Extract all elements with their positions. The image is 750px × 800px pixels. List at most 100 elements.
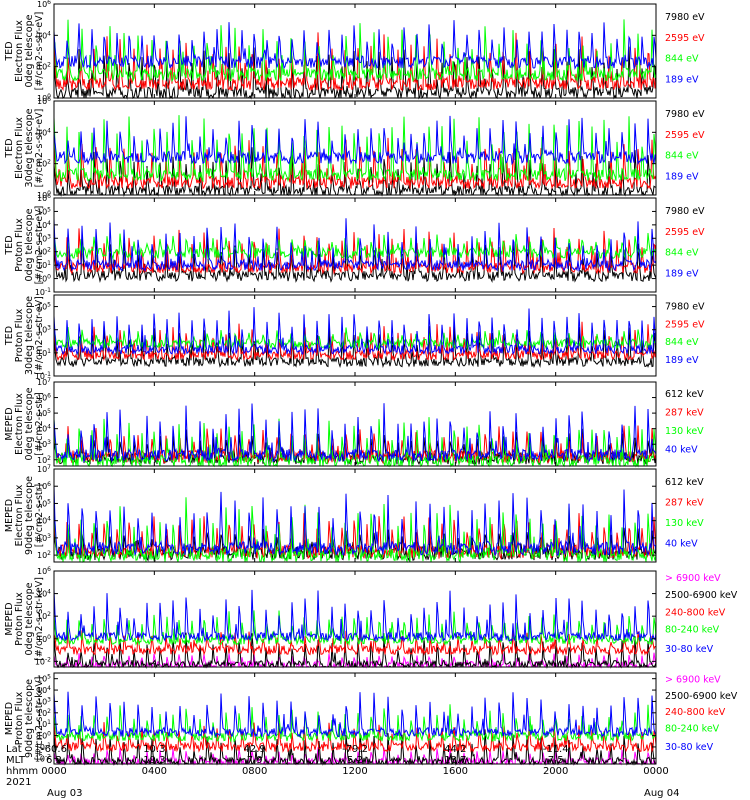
mlt-value-4: 5.2 <box>347 755 363 766</box>
y-tick-label-5-5: 106 <box>37 393 51 403</box>
legend-entry-3-1: 7980 eV <box>665 206 705 217</box>
y-axis-label-8: MEPEDProton Flux90deg telescope[#/cm2-s-… <box>4 677 45 761</box>
hhmm-tick-label-2: 0400 <box>142 766 167 777</box>
legend-entry-7-1: > 6900 keV <box>665 573 721 584</box>
date-label-start: Aug 03 <box>47 788 82 799</box>
panels-group: 100 102 104 106 TEDElectron Flux0deg telesco… <box>4 0 738 766</box>
legend-entry-5-4: 40 keV <box>665 444 698 455</box>
legend-entry-3-3: 844 eV <box>665 248 699 259</box>
series-line-1-1 <box>53 46 657 100</box>
legend-entry-3-2: 2595 eV <box>665 227 705 238</box>
legend-entry-8-2: 2500-6900 keV <box>665 691 738 702</box>
footer-row-label-lat: Lat <box>6 744 22 755</box>
lat-value-3: 42.9 <box>244 744 266 755</box>
y-tick-label-1-2: 102 <box>37 62 51 72</box>
y-tick-label-3-5: 103 <box>37 233 51 243</box>
series-line-2-4 <box>53 115 657 166</box>
y-tick-label-5-2: 103 <box>37 439 51 449</box>
y-axis-label-3: TEDProton Flux0deg telescope[#/cm2-s-str… <box>4 206 45 285</box>
series-line-3-2 <box>53 227 657 275</box>
y-axis-label-7: MEPEDProton Flux0deg telescope[#/cm2-s-s… <box>4 577 45 661</box>
y-tick-label-1-3: 104 <box>37 30 51 40</box>
legend-entry-8-5: 30-80 keV <box>665 742 714 753</box>
y-tick-label-4-2: 101 <box>37 348 51 358</box>
legend-entry-8-1: > 6900 keV <box>665 674 721 685</box>
y-tick-label-7-1: 10-2 <box>35 656 51 666</box>
y-tick-label-4-1: 10-1 <box>35 371 51 381</box>
legend-entry-5-2: 287 keV <box>665 407 704 418</box>
series-line-7-2 <box>53 632 657 669</box>
hhmm-tick-label-6: 2000 <box>543 766 568 777</box>
mlt-value-3: 7.9 <box>247 755 263 766</box>
hhmm-tick-label-7: 0000 <box>643 766 668 777</box>
y-tick-label-2-4: 106 <box>37 96 51 106</box>
panel-3: 10-1 100 101 102 103 104 105 106 TEDProton Flux0… <box>4 193 705 297</box>
mlt-value-2: 19.3 <box>143 755 165 766</box>
y-tick-label-8-5: 102 <box>37 708 51 718</box>
legend-entry-1-4: 189 eV <box>665 74 699 85</box>
y-tick-label-3-4: 102 <box>37 247 51 257</box>
y-tick-label-3-2: 100 <box>37 274 51 284</box>
legend-entry-6-2: 287 keV <box>665 498 704 509</box>
y-axis-label-6: MEPEDElectron Flux90deg telescope[#/cm2-… <box>4 476 45 555</box>
y-tick-label-8-2: 10-1 <box>35 742 51 752</box>
hhmm-tick-label-1: 0000 <box>41 766 66 777</box>
y-tick-label-5-4: 105 <box>37 408 51 418</box>
y-tick-label-7-3: 102 <box>37 611 51 621</box>
y-tick-label-6-1: 102 <box>37 550 51 560</box>
series-line-7-5 <box>53 589 657 643</box>
date-label-end: Aug 04 <box>644 788 679 799</box>
legend-entry-5-3: 130 keV <box>665 426 704 437</box>
legend-entry-6-3: 130 keV <box>665 518 704 529</box>
y-tick-label-7-5: 106 <box>37 566 51 576</box>
panel-1: 100 102 104 106 TEDElectron Flux0deg telesco… <box>4 0 705 103</box>
y-tick-label-6-3: 104 <box>37 516 51 526</box>
legend-entry-2-2: 2595 eV <box>665 130 705 141</box>
legend-entry-6-1: 612 keV <box>665 477 704 488</box>
y-tick-label-6-2: 103 <box>37 533 51 543</box>
legend-entry-4-1: 7980 eV <box>665 302 705 313</box>
legend-entry-2-1: 7980 eV <box>665 109 705 120</box>
series-line-5-3 <box>53 417 657 468</box>
legend-entry-8-3: 240-800 keV <box>665 707 726 718</box>
hhmm-tick-label-3: 0800 <box>242 766 267 777</box>
y-tick-label-3-7: 105 <box>37 206 51 216</box>
hhmm-tick-label-5: 1600 <box>443 766 468 777</box>
y-tick-label-2-2: 102 <box>37 159 51 169</box>
y-axis-label-1: TEDElectron Flux0deg telescope[#/cm2-s-s… <box>4 12 45 91</box>
legend-entry-7-2: 2500-6900 keV <box>665 590 738 601</box>
y-tick-label-7-2: 100 <box>37 634 51 644</box>
time-axis-footer: Lat MLT hhmm 2021 Aug 03 Aug 04 -60.6 10.… <box>6 744 679 799</box>
y-tick-label-8-7: 104 <box>37 685 51 695</box>
y-tick-label-2-3: 104 <box>37 127 51 137</box>
legend-entry-7-5: 30-80 keV <box>665 644 714 655</box>
y-tick-label-8-4: 101 <box>37 719 51 729</box>
y-axis-label-5: MEPEDElectron Flux0deg telescope[#/cm2-s… <box>4 387 45 460</box>
lat-value-5: 44.2 <box>444 744 466 755</box>
y-tick-label-6-5: 106 <box>37 481 51 491</box>
series-line-7-4 <box>53 610 657 646</box>
footer-row-label-year: 2021 <box>6 777 31 788</box>
legend-entry-4-2: 2595 eV <box>665 319 705 330</box>
series-line-2-3 <box>53 115 657 183</box>
legend-entry-6-4: 40 keV <box>665 538 698 549</box>
y-axis-label-4: TEDProton Flux30deg telescope[#/cm2-s-st… <box>4 296 45 375</box>
lat-value-4: -79.2 <box>342 744 368 755</box>
y-tick-label-7-4: 104 <box>37 589 51 599</box>
series-line-5-4 <box>53 403 657 463</box>
legend-entry-4-4: 189 eV <box>665 355 699 366</box>
lat-value-1: -60.6 <box>41 744 67 755</box>
series-line-4-4 <box>53 307 657 356</box>
y-tick-label-4-3: 103 <box>37 325 51 335</box>
y-tick-label-6-4: 105 <box>37 498 51 508</box>
legend-entry-7-4: 80-240 keV <box>665 625 720 636</box>
legend-entry-7-3: 240-800 keV <box>665 607 726 618</box>
legend-entry-3-4: 189 eV <box>665 268 699 279</box>
series-line-3-4 <box>53 218 657 273</box>
footer-row-label-mlt: MLT <box>6 755 26 766</box>
y-tick-label-5-6: 107 <box>37 377 51 387</box>
y-tick-label-8-8: 105 <box>37 674 51 684</box>
